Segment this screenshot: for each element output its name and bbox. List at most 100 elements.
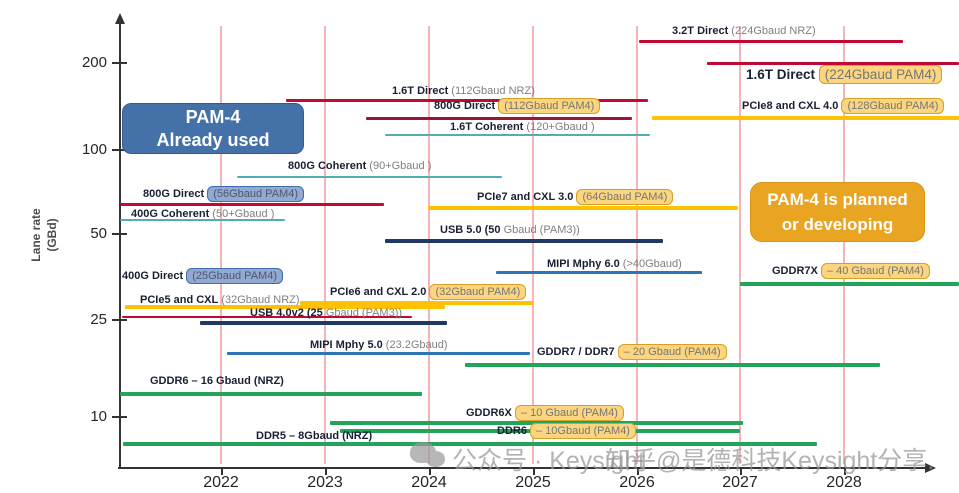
series-label: 800G Coherent (90+Gbaud ) bbox=[288, 159, 431, 174]
y-axis-tick-label: 200 bbox=[81, 54, 107, 71]
series-line bbox=[227, 351, 530, 355]
series-label: 1.6T Coherent (120+Gbaud ) bbox=[450, 120, 595, 135]
chat-bubble-small bbox=[426, 451, 445, 467]
gridline bbox=[220, 26, 222, 464]
series-label: PCIe7 and CXL 3.0 (64Gbaud PAM4) bbox=[477, 189, 674, 205]
callout-pam4-planned: PAM-4 is planned or developing bbox=[750, 182, 925, 242]
series-line bbox=[286, 98, 648, 102]
series-name: PCIe7 and CXL 3.0 bbox=[477, 191, 577, 203]
series-label: 1.6T Direct (112Gbaud NRZ) bbox=[392, 84, 535, 99]
series-spec: (112Gbaud NRZ) bbox=[448, 85, 535, 97]
series-line bbox=[237, 176, 502, 178]
series-line bbox=[122, 316, 412, 318]
series-spec: (25Gbaud PAM4) bbox=[186, 268, 283, 284]
series-name: MIPI Mphy 5.0 bbox=[310, 339, 383, 351]
callout-line: or developing bbox=[781, 215, 894, 234]
x-axis-tick bbox=[533, 467, 535, 475]
watermark-text-right: 知乎@是德科技Keysight分享. bbox=[606, 447, 935, 475]
y-axis-tick-label: 25 bbox=[90, 311, 107, 328]
gridline bbox=[532, 26, 534, 464]
series-line bbox=[707, 61, 959, 65]
y-axis-tick bbox=[112, 416, 127, 418]
x-axis-tick bbox=[637, 467, 639, 475]
series-name: DDR5 – 8Gbaud (NRZ) bbox=[256, 430, 373, 442]
series-line bbox=[385, 239, 663, 243]
y-axis-tick-label: 50 bbox=[90, 225, 107, 242]
series-name: 3.2T Direct bbox=[672, 25, 729, 37]
y-axis-tick-label: 10 bbox=[90, 408, 107, 425]
series-name: 1.6T Direct bbox=[392, 85, 449, 97]
y-axis-title-line1: Lane rate bbox=[29, 208, 43, 262]
series-name: DDR6 bbox=[497, 425, 531, 437]
series-spec: (128Gbaud PAM4) bbox=[841, 98, 945, 114]
series-line bbox=[120, 219, 285, 221]
series-spec: (56Gbaud PAM4) bbox=[207, 186, 304, 202]
watermark-text-left: 公众号 · Keysight bbox=[452, 447, 646, 475]
x-axis-arrow-icon bbox=[925, 463, 936, 473]
x-axis-tick bbox=[221, 467, 223, 475]
series-label: USB 5.0 (50 Gbaud (PAM3)) bbox=[440, 223, 580, 238]
series-label: PCIe6 and CXL 2.0 (32Gbaud PAM4) bbox=[330, 284, 527, 300]
x-axis-tick-label: 2027 bbox=[722, 474, 758, 491]
series-line bbox=[652, 116, 959, 120]
wechat-icon bbox=[410, 442, 454, 472]
series-name: 1.6T Coherent bbox=[450, 121, 524, 133]
series-line bbox=[465, 363, 880, 367]
series-label: 400G Coherent (50+Gbaud ) bbox=[131, 207, 274, 222]
y-axis bbox=[119, 24, 121, 468]
y-axis-tick bbox=[112, 62, 127, 64]
callout-pam4-already-used: PAM-4 Already used bbox=[122, 103, 304, 154]
series-line bbox=[125, 305, 445, 309]
series-label: MIPI Mphy 5.0 (23.2Gbaud) bbox=[310, 338, 448, 353]
y-axis-tick-label: 100 bbox=[81, 141, 107, 158]
series-spec: (90+Gbaud ) bbox=[366, 160, 432, 172]
series-line bbox=[639, 39, 903, 43]
series-label: 800G Direct (56Gbaud PAM4) bbox=[143, 186, 304, 202]
series-label: 400G Direct (25Gbaud PAM4) bbox=[122, 268, 283, 284]
x-axis-tick-label: 2026 bbox=[619, 474, 655, 491]
series-name: 800G Direct bbox=[434, 100, 499, 112]
x-axis-tick-label: 2024 bbox=[411, 474, 447, 491]
series-name: 800G Coherent bbox=[288, 160, 367, 172]
series-spec: Gbaud (PAM3)) bbox=[322, 307, 403, 319]
series-name: PCIe8 and CXL 4.0 bbox=[742, 100, 842, 112]
series-line bbox=[120, 202, 384, 206]
y-axis-tick bbox=[112, 149, 127, 151]
x-axis-tick bbox=[844, 467, 846, 475]
series-name: MIPI Mphy 6.0 bbox=[547, 258, 620, 270]
series-spec: (224Gbaud NRZ) bbox=[728, 25, 816, 37]
x-axis-tick-label: 2025 bbox=[515, 474, 551, 491]
gridline bbox=[843, 26, 845, 464]
series-spec: – 10Gbaud (PAM4) bbox=[530, 423, 636, 439]
series-label: 3.2T Direct (224Gbaud NRZ) bbox=[672, 24, 816, 39]
x-axis-tick bbox=[740, 467, 742, 475]
series-spec: – 10 Gbaud (PAM4) bbox=[514, 405, 624, 421]
series-name: USB 5.0 (50 bbox=[440, 224, 501, 236]
series-line bbox=[300, 301, 533, 305]
series-name: 400G Direct bbox=[122, 270, 187, 282]
series-line bbox=[428, 206, 738, 210]
series-spec: (112Gbaud PAM4) bbox=[498, 98, 601, 114]
series-label: GDDR6X – 10 Gbaud (PAM4) bbox=[466, 405, 624, 421]
series-name: USB 4.0v2 (25 bbox=[250, 307, 323, 319]
series-spec: (64Gbaud PAM4) bbox=[576, 189, 674, 205]
series-spec: (224Gbaud PAM4) bbox=[818, 65, 943, 84]
y-axis-tick bbox=[112, 233, 127, 235]
series-spec: Gbaud (PAM3)) bbox=[500, 224, 580, 236]
series-spec: (>40Gbaud) bbox=[619, 258, 682, 270]
series-spec: (120+Gbaud ) bbox=[523, 121, 595, 133]
series-line bbox=[385, 134, 650, 136]
series-spec: (50+Gbaud ) bbox=[209, 208, 275, 220]
series-label: GDDR6 – 16 Gbaud (NRZ) bbox=[150, 374, 284, 389]
series-spec: (32Gbaud PAM4) bbox=[429, 284, 527, 300]
gridline bbox=[739, 26, 741, 464]
series-label: 1.6T Direct (224Gbaud PAM4) bbox=[746, 65, 943, 84]
y-axis-tick bbox=[112, 319, 127, 321]
series-name: PCIe6 and CXL 2.0 bbox=[330, 286, 430, 298]
gridline bbox=[428, 26, 430, 464]
series-label: GDDR7 / DDR7 – 20 Gbaud (PAM4) bbox=[537, 344, 727, 360]
series-name: GDDR7 / DDR7 bbox=[537, 346, 618, 358]
series-name: 400G Coherent bbox=[131, 208, 210, 220]
series-line bbox=[200, 321, 447, 325]
series-spec: (23.2Gbaud) bbox=[382, 339, 448, 351]
